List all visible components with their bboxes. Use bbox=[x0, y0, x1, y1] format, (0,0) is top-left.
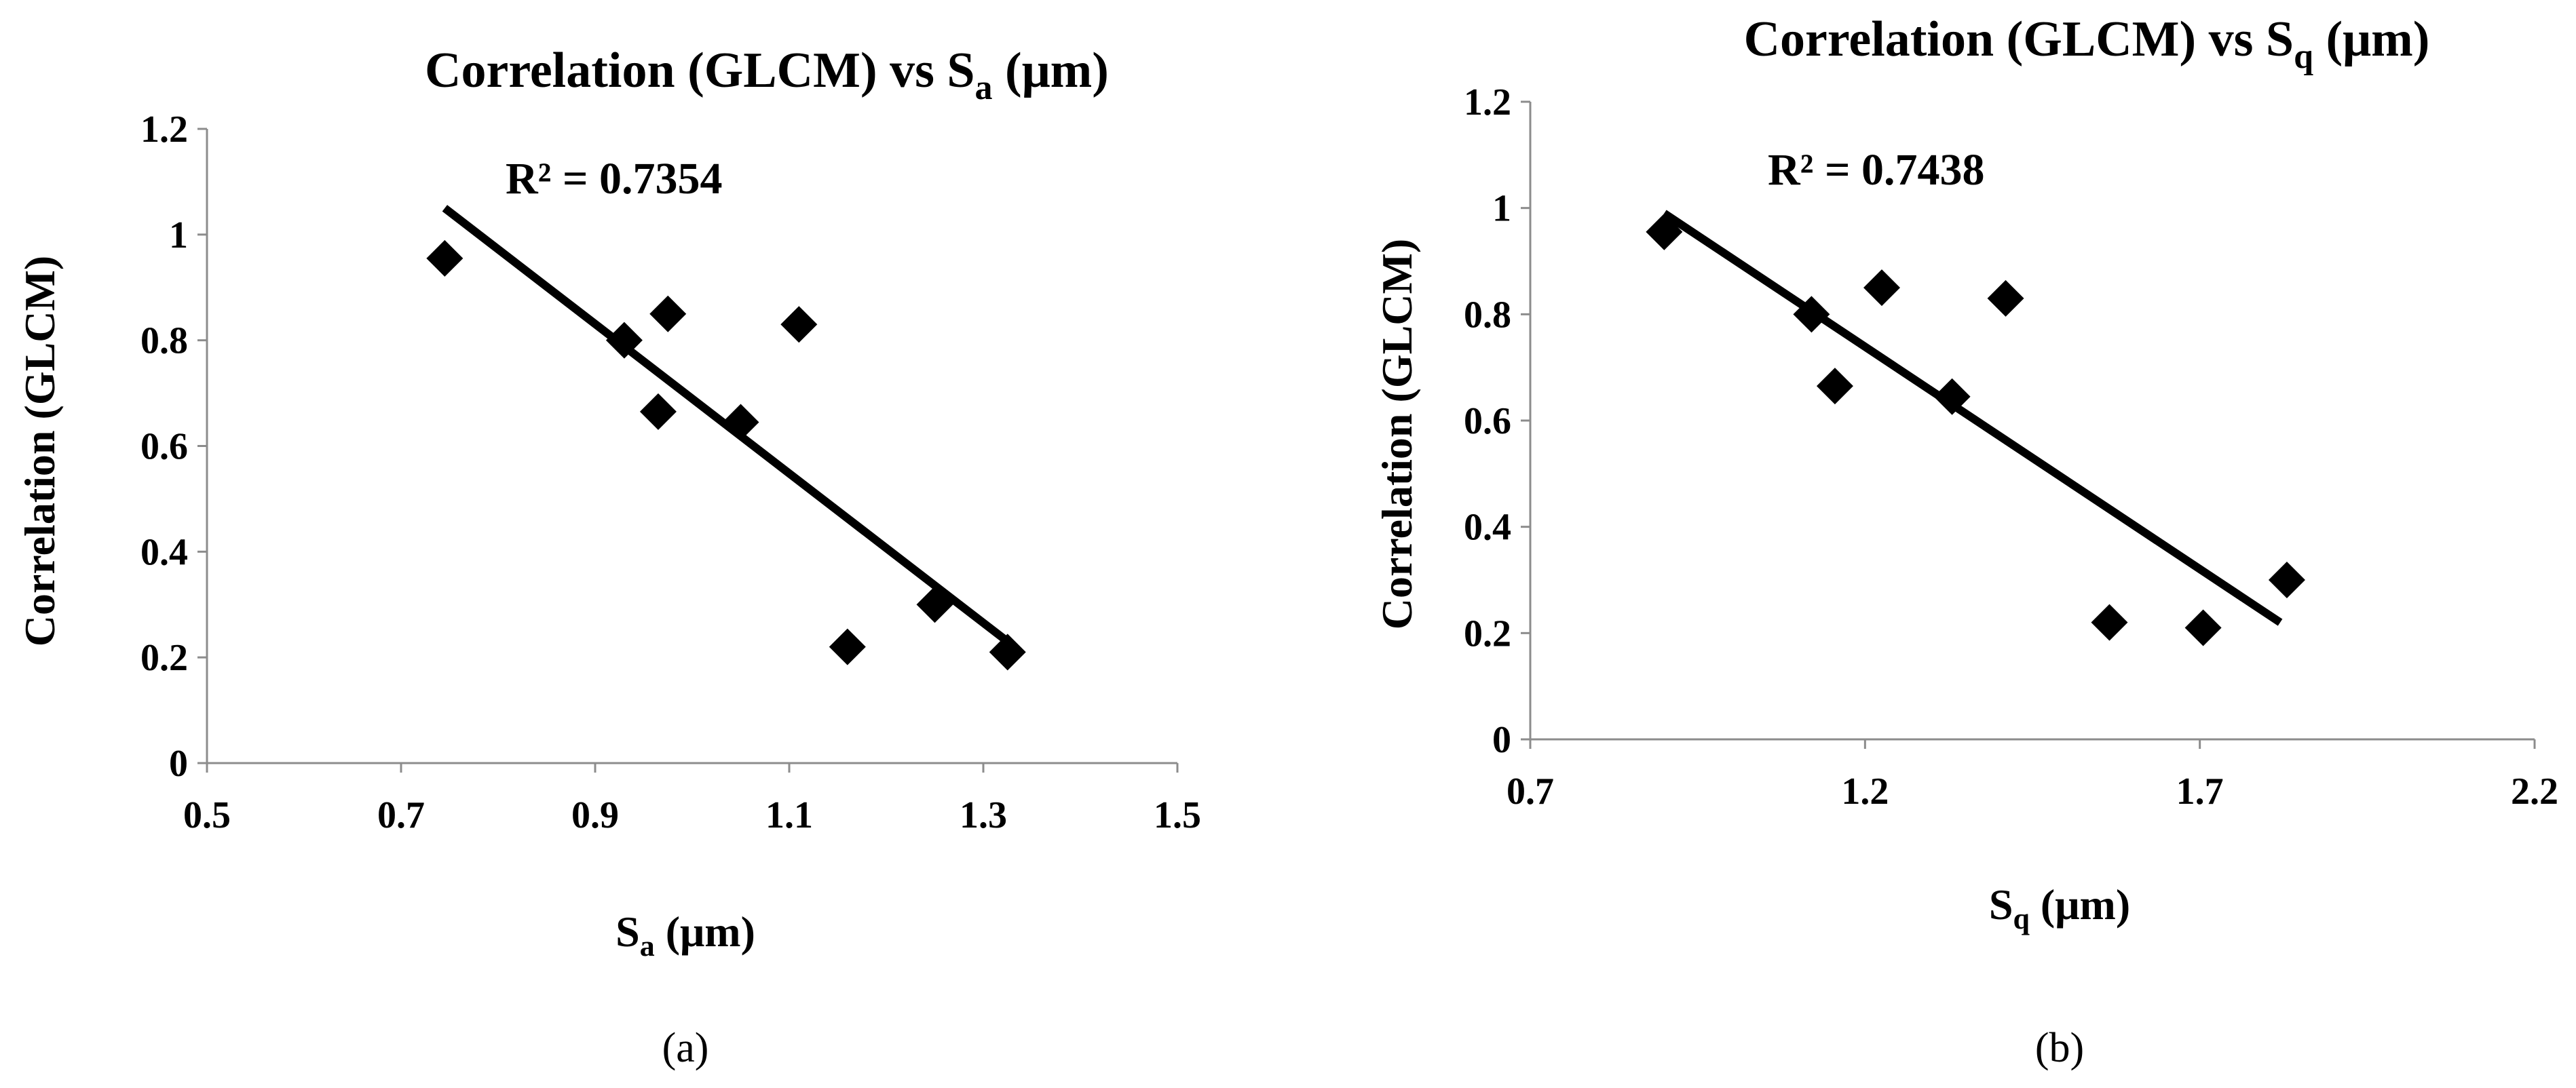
y-tick-label: 1.2 bbox=[140, 109, 188, 151]
x-axis-title: Sa (μm) bbox=[615, 908, 755, 963]
x-tick-label: 0.7 bbox=[1507, 771, 1554, 813]
x-axis-title-subscript: q bbox=[2013, 902, 2030, 935]
y-tick-label: 0.4 bbox=[1464, 507, 1511, 549]
chart-title-unit: (μm) bbox=[993, 43, 1109, 98]
x-tick-label: 1.5 bbox=[1154, 794, 1201, 836]
chart-title-unit: (μm) bbox=[2313, 12, 2429, 67]
r-squared-label: R² = 0.7354 bbox=[506, 154, 723, 203]
data-point bbox=[1816, 368, 1853, 405]
y-tick-label: 0.8 bbox=[140, 320, 188, 362]
panel-label: (a) bbox=[662, 1025, 709, 1071]
data-point bbox=[605, 322, 643, 359]
data-point bbox=[1933, 378, 1971, 415]
y-tick-label: 0.8 bbox=[1464, 294, 1511, 336]
y-tick-label: 1 bbox=[1492, 188, 1511, 230]
data-point bbox=[916, 586, 953, 623]
y-axis-title: Correlation (GLCM) bbox=[1373, 239, 1421, 629]
x-axis-title-subscript: a bbox=[640, 929, 655, 963]
data-point bbox=[1793, 296, 1830, 333]
x-axis-title-unit: (μm) bbox=[2030, 880, 2130, 929]
chart-title: Correlation (GLCM) vs Sq (μm) bbox=[1744, 12, 2430, 76]
chart-panel-a: Correlation (GLCM) vs Sa (μm) Correlatio… bbox=[16, 43, 1201, 1071]
x-tick-label: 2.2 bbox=[2511, 771, 2558, 813]
data-point bbox=[722, 404, 759, 441]
r-squared-label: R² = 0.7438 bbox=[1768, 145, 1985, 195]
chart-title: Correlation (GLCM) vs Sa (μm) bbox=[425, 43, 1109, 107]
data-point bbox=[2091, 604, 2128, 641]
trendline bbox=[1662, 210, 2283, 626]
x-tick-label: 1.2 bbox=[1841, 771, 1889, 813]
y-tick-label: 0 bbox=[1492, 719, 1511, 761]
chart-title-subscript: q bbox=[2294, 37, 2313, 76]
x-axis-title-unit: (μm) bbox=[655, 908, 755, 956]
y-tick-label: 1.2 bbox=[1464, 81, 1511, 123]
y-tick-label: 0.2 bbox=[1464, 613, 1511, 655]
data-point bbox=[829, 628, 866, 665]
y-tick-label: 0.4 bbox=[140, 531, 188, 573]
x-tick-label: 0.7 bbox=[377, 794, 425, 836]
chart-panel-b: Correlation (GLCM) vs Sq (μm) Correlatio… bbox=[1373, 12, 2558, 1071]
chart-title-main: Correlation (GLCM) vs S bbox=[425, 43, 975, 98]
x-axis-title-main: S bbox=[1989, 880, 2013, 929]
panel-label: (b) bbox=[2035, 1025, 2084, 1071]
data-point bbox=[2184, 609, 2222, 646]
y-tick-label: 0.6 bbox=[1464, 400, 1511, 442]
data-point bbox=[639, 393, 677, 430]
data-point bbox=[1646, 213, 1683, 250]
plot-area: 0 0.2 0.4 0.6 0.8 1 1.2 0.7 1.2 1.7 2.2 bbox=[1464, 81, 2558, 813]
x-tick-label: 0.9 bbox=[571, 794, 619, 836]
data-point bbox=[1987, 279, 2024, 317]
y-tick-label: 0 bbox=[169, 743, 188, 785]
chart-title-subscript: a bbox=[975, 69, 993, 107]
y-axis-title: Correlation (GLCM) bbox=[16, 256, 64, 646]
y-tick-label: 0.6 bbox=[140, 426, 188, 468]
y-tick-label: 0.2 bbox=[140, 637, 188, 679]
x-tick-label: 1.7 bbox=[2176, 771, 2224, 813]
chart-title-main: Correlation (GLCM) vs S bbox=[1744, 12, 2294, 67]
x-tick-label: 0.5 bbox=[183, 794, 231, 836]
plot-area: 0 0.2 0.4 0.6 0.8 1 1.2 0.5 0.7 0.9 1.1 1.3 1.5 bbox=[140, 109, 1201, 836]
data-point bbox=[2268, 562, 2305, 598]
data-point bbox=[1863, 269, 1900, 307]
x-tick-label: 1.3 bbox=[960, 794, 1007, 836]
data-point bbox=[649, 295, 687, 332]
data-point bbox=[426, 239, 463, 277]
x-axis-title: Sq (μm) bbox=[1989, 880, 2130, 935]
data-point bbox=[989, 634, 1026, 671]
x-tick-label: 1.1 bbox=[765, 794, 813, 836]
x-axis-title-main: S bbox=[615, 908, 640, 956]
y-tick-label: 1 bbox=[169, 214, 188, 256]
data-point bbox=[780, 306, 818, 343]
